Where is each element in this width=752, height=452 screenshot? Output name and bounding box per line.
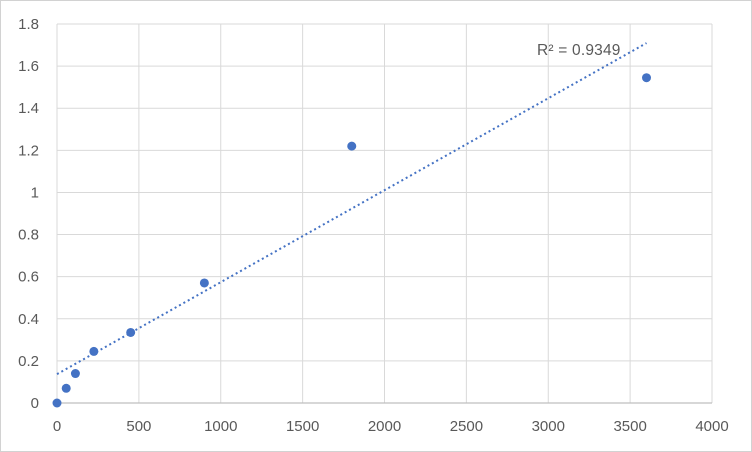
x-tick-label: 0 [53,418,61,435]
y-tick-label: 1.6 [18,58,39,75]
y-tick-label: 0.4 [18,311,39,328]
y-tick-label: 1.2 [18,142,39,159]
data-point [347,141,357,151]
y-tick-label: 0.6 [18,269,39,286]
data-point [642,73,651,83]
y-tick-label: 1 [31,184,39,201]
x-tick-label: 3000 [532,418,565,435]
data-point [70,369,80,379]
x-tick-label: 1500 [286,418,319,435]
data-point [126,327,136,337]
y-tick-label: 1.8 [18,16,39,33]
trendline [56,42,647,376]
x-tick-label: 500 [126,418,151,435]
data-point [52,398,62,408]
x-tick-label: 2500 [450,418,483,435]
y-tick-label: 1.4 [18,100,39,117]
r-squared-annotation: R² = 0.9349 [537,42,621,59]
data-point [199,278,209,288]
x-tick-label: 1000 [204,418,237,435]
y-tick-label: 0 [31,395,39,412]
y-tick-label: 0.8 [18,227,39,244]
x-tick-label: 4000 [695,418,728,435]
x-tick-label: 2000 [368,418,401,435]
y-tick-label: 0.2 [18,353,39,370]
data-point [89,346,99,356]
data-point [61,383,71,393]
x-tick-label: 3500 [613,418,646,435]
